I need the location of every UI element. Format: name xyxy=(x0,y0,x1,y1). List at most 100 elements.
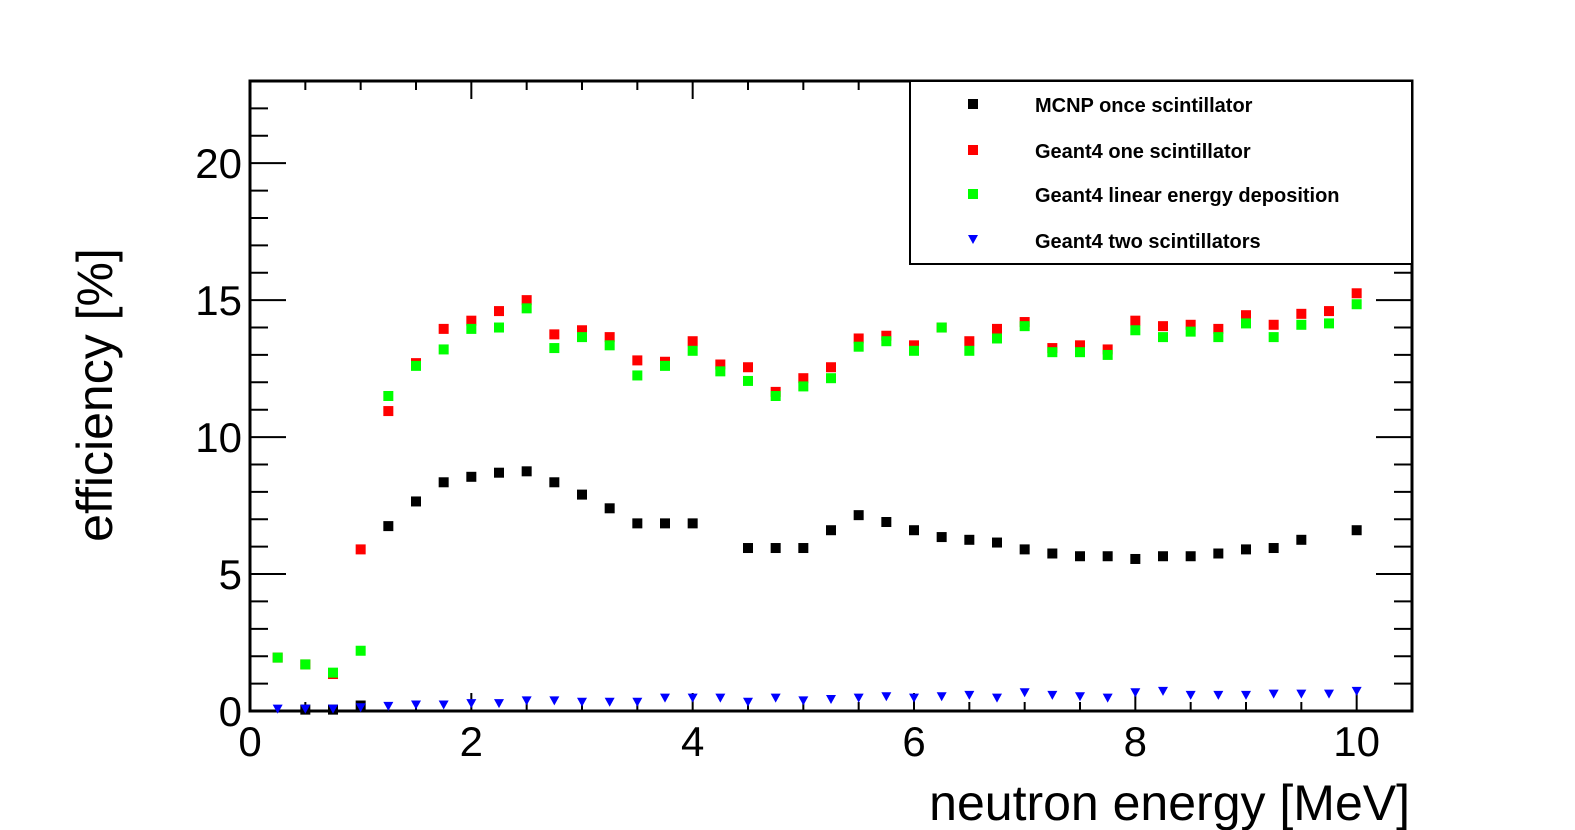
data-point xyxy=(521,303,532,314)
data-point xyxy=(466,699,477,709)
data-point xyxy=(272,704,283,714)
data-point xyxy=(992,537,1002,548)
data-point xyxy=(1185,690,1196,700)
data-point xyxy=(1268,689,1279,699)
data-point xyxy=(577,332,587,343)
data-point xyxy=(770,693,781,703)
data-point xyxy=(1158,321,1168,332)
x-axis-title: neutron energy [MeV] xyxy=(929,775,1410,830)
data-point xyxy=(881,517,892,527)
y-tick-label: 20 xyxy=(195,140,242,187)
data-point xyxy=(826,373,836,384)
data-point xyxy=(521,466,532,477)
data-point xyxy=(881,692,892,702)
data-point xyxy=(687,518,698,529)
data-point xyxy=(1268,543,1279,554)
data-point xyxy=(438,344,449,355)
data-point xyxy=(826,695,836,705)
data-point xyxy=(494,322,504,333)
data-point xyxy=(743,362,753,373)
legend-label: MCNP once scintillator xyxy=(1035,95,1253,117)
data-point xyxy=(1019,321,1030,332)
data-point xyxy=(411,700,421,710)
data-point xyxy=(604,332,615,343)
data-point xyxy=(549,696,560,706)
data-point xyxy=(1296,689,1307,699)
data-point xyxy=(383,406,394,417)
data-point xyxy=(1047,548,1058,559)
legend-marker xyxy=(968,99,978,109)
data-point xyxy=(438,477,449,488)
y-axis-title: efficiency [%] xyxy=(67,248,123,542)
data-point xyxy=(826,525,836,536)
data-point xyxy=(1268,319,1279,330)
data-point xyxy=(577,325,587,336)
data-point xyxy=(577,697,587,707)
data-point xyxy=(355,645,366,656)
data-point xyxy=(1324,689,1334,699)
data-point xyxy=(1324,306,1334,317)
data-point xyxy=(1241,544,1251,555)
data-point xyxy=(909,340,919,351)
data-point xyxy=(909,345,919,356)
data-point xyxy=(632,355,643,366)
data-point xyxy=(328,667,338,678)
data-point xyxy=(660,360,670,371)
data-point xyxy=(1241,318,1251,329)
data-point xyxy=(1102,349,1113,360)
data-point xyxy=(964,534,975,545)
data-point xyxy=(328,704,338,714)
data-point xyxy=(1019,688,1030,698)
series xyxy=(272,299,1362,678)
data-point xyxy=(1324,318,1334,329)
data-point xyxy=(743,543,753,554)
data-point xyxy=(1213,332,1224,343)
data-point xyxy=(936,532,947,543)
data-point xyxy=(1185,326,1196,337)
x-tick-label: 4 xyxy=(681,718,704,765)
data-point xyxy=(604,340,615,351)
x-tick-label: 10 xyxy=(1333,718,1380,765)
data-point xyxy=(521,295,532,306)
data-point xyxy=(577,489,587,500)
x-tick-label: 0 xyxy=(238,718,261,765)
data-point xyxy=(687,693,698,703)
data-point xyxy=(355,544,366,555)
data-point xyxy=(964,336,975,347)
data-point xyxy=(1158,551,1168,562)
data-point xyxy=(272,652,283,663)
data-point xyxy=(992,323,1002,334)
data-point xyxy=(1130,325,1141,336)
legend-marker xyxy=(968,189,978,199)
data-point xyxy=(494,467,504,478)
data-point xyxy=(1213,323,1224,334)
data-point xyxy=(909,525,919,536)
data-point xyxy=(1296,308,1307,319)
data-point xyxy=(770,543,781,554)
data-point xyxy=(355,703,366,713)
series xyxy=(300,466,1362,715)
data-point xyxy=(660,518,670,529)
data-point xyxy=(300,704,311,714)
data-point xyxy=(992,693,1002,703)
data-point xyxy=(1185,319,1196,330)
data-point xyxy=(1351,288,1362,299)
data-point xyxy=(438,323,449,334)
data-point xyxy=(881,336,892,347)
data-point xyxy=(1075,551,1085,562)
data-point xyxy=(687,336,698,347)
data-point xyxy=(909,693,919,703)
data-point xyxy=(549,329,560,340)
y-tick-label: 5 xyxy=(219,551,242,598)
data-point xyxy=(798,373,809,384)
data-point xyxy=(1047,690,1058,700)
data-point xyxy=(411,360,421,371)
y-tick-label: 15 xyxy=(195,277,242,324)
data-point xyxy=(715,693,726,703)
data-point xyxy=(1130,688,1141,698)
data-point xyxy=(521,696,532,706)
data-point xyxy=(798,543,809,554)
data-point xyxy=(964,345,975,356)
legend-label: Geant4 two scintillators xyxy=(1035,231,1261,253)
legend-entries: MCNP once scintillator Geant4 one scintil… xyxy=(968,95,1340,253)
